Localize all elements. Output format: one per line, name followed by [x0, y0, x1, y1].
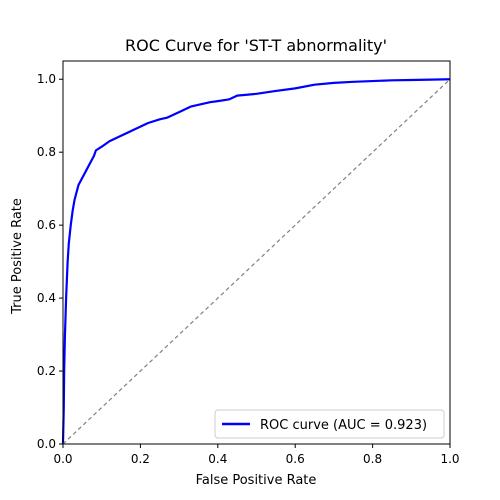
y-tick-label: 0.2: [37, 364, 56, 378]
y-tick-label: 0.0: [37, 437, 56, 451]
x-tick-label: 0.8: [363, 452, 382, 466]
x-tick-label: 1.0: [440, 452, 459, 466]
legend-box: [214, 409, 445, 439]
y-axis-ticks: 0.0 0.2 0.4 0.6 0.8 1.0: [37, 72, 63, 451]
x-axis-ticks: 0.0 0.2 0.4 0.6 0.8 1.0: [53, 444, 460, 466]
diagonal-reference-line: [62, 78, 451, 445]
legend: ROC curve (AUC = 0.923): [214, 409, 445, 439]
y-axis-label: True Positive Rate: [10, 198, 25, 315]
x-tick-label: 0.6: [286, 452, 305, 466]
x-axis-label: False Positive Rate: [196, 473, 317, 488]
x-tick-label: 0.0: [53, 452, 72, 466]
chart-title: ROC Curve for 'ST-T abnormality': [125, 36, 387, 55]
y-tick-label: 0.6: [37, 218, 56, 232]
axes-frame: [62, 60, 451, 445]
y-tick-label: 0.4: [37, 291, 56, 305]
roc-curve-line: [61, 78, 451, 445]
plot-area: [61, 60, 451, 445]
legend-roc-label: ROC curve (AUC = 0.923): [260, 418, 427, 433]
x-tick-label: 0.4: [208, 452, 227, 466]
y-tick-label: 1.0: [37, 72, 56, 86]
x-tick-label: 0.2: [131, 452, 150, 466]
y-tick-label: 0.8: [37, 145, 56, 159]
